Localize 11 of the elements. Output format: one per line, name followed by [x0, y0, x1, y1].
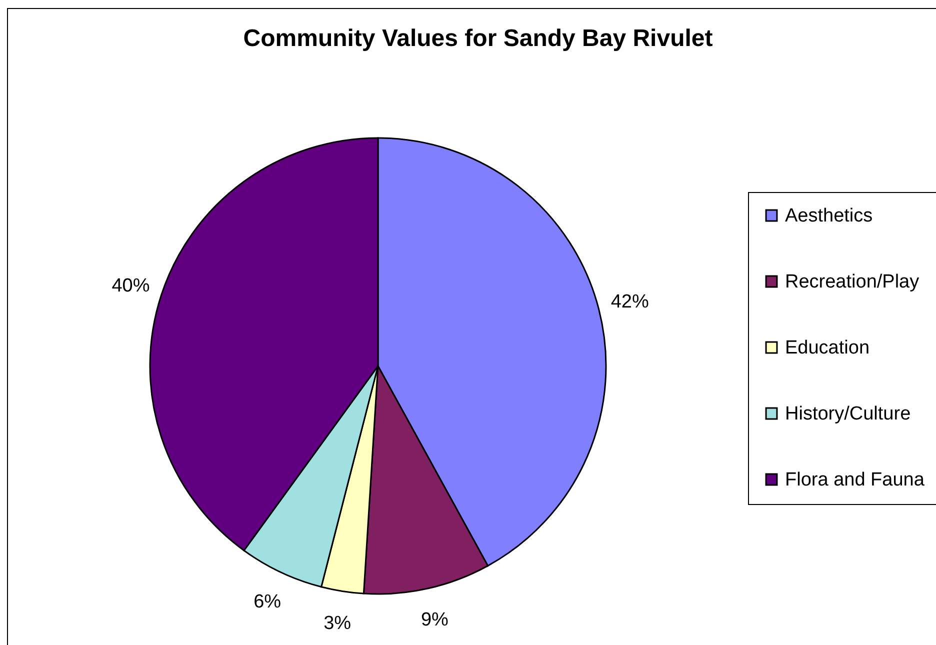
data-label: 6% [254, 591, 282, 612]
chart-title: Community Values for Sandy Bay Rivulet [243, 25, 713, 52]
data-label: 42% [610, 291, 649, 312]
legend-label: Education [785, 338, 870, 358]
data-label: 9% [420, 610, 449, 631]
data-label: 40% [112, 276, 150, 297]
legend-label: Aesthetics [785, 206, 873, 226]
legend-label: History/Culture [785, 404, 911, 424]
legend-label: Recreation/Play [785, 272, 920, 292]
data-label: 3% [324, 612, 352, 634]
legend-label: Flora and Fauna [785, 470, 925, 490]
